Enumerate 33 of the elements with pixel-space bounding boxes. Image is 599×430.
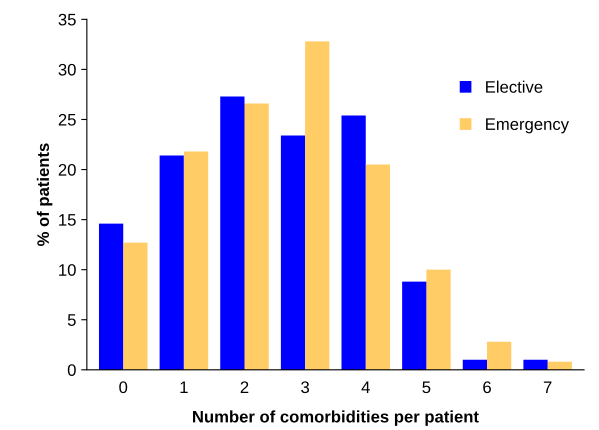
x-tick-label: 4: [362, 382, 370, 393]
bar: [160, 156, 184, 370]
y-axis-title: % of patients: [36, 143, 52, 246]
y-tick-label: 30: [58, 64, 76, 76]
bar: [305, 41, 330, 370]
bar: [123, 242, 148, 370]
x-tick-label: 0: [119, 381, 128, 394]
bar: [184, 152, 208, 370]
y-tick-label: 0: [68, 364, 76, 376]
bar: [280, 136, 306, 370]
bar: [220, 96, 244, 370]
y-tick-label: 20: [58, 164, 76, 176]
y-tick-label: 25: [58, 114, 76, 126]
x-tick-label: 7: [544, 382, 552, 393]
bar: [366, 164, 390, 370]
x-tick-label: 6: [483, 381, 491, 394]
y-tick-label: 5: [68, 314, 76, 326]
x-tick-label: 1: [180, 382, 188, 393]
bar: [426, 270, 451, 370]
x-tick-label: 3: [301, 381, 310, 394]
bar: [487, 342, 512, 370]
x-tick-label: 2: [240, 381, 248, 393]
legend-label: Emergency: [486, 118, 569, 134]
bar: [98, 224, 124, 370]
bar: [342, 115, 366, 370]
bar: [402, 282, 426, 370]
y-tick-label: 15: [59, 214, 76, 226]
x-axis-title: Number of comorbidities per patient: [193, 410, 479, 426]
x-tick-label: 5: [422, 382, 430, 394]
bar: [244, 103, 269, 370]
legend-label: Elective: [486, 80, 542, 93]
y-tick-label: 35: [58, 14, 76, 26]
y-tick-label: 10: [59, 264, 76, 276]
